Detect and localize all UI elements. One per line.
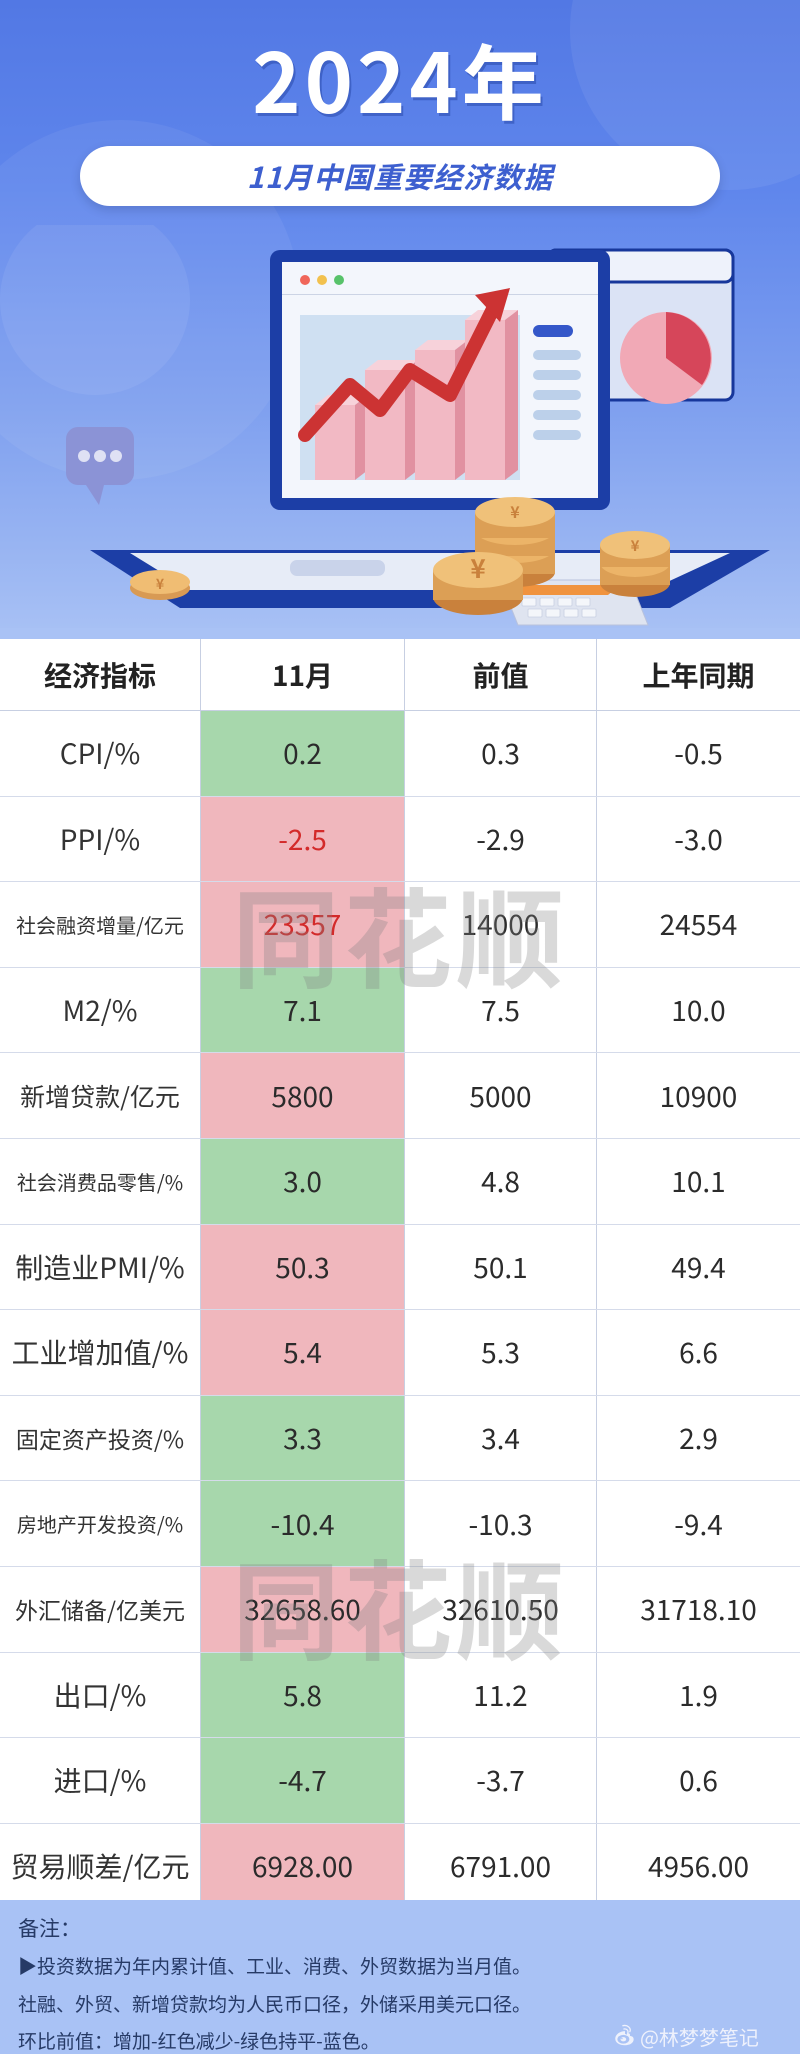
svg-text:¥: ¥ (470, 549, 485, 586)
svg-text:¥: ¥ (510, 499, 520, 523)
svg-text:¥: ¥ (156, 574, 165, 594)
svg-text:¥: ¥ (631, 535, 640, 556)
